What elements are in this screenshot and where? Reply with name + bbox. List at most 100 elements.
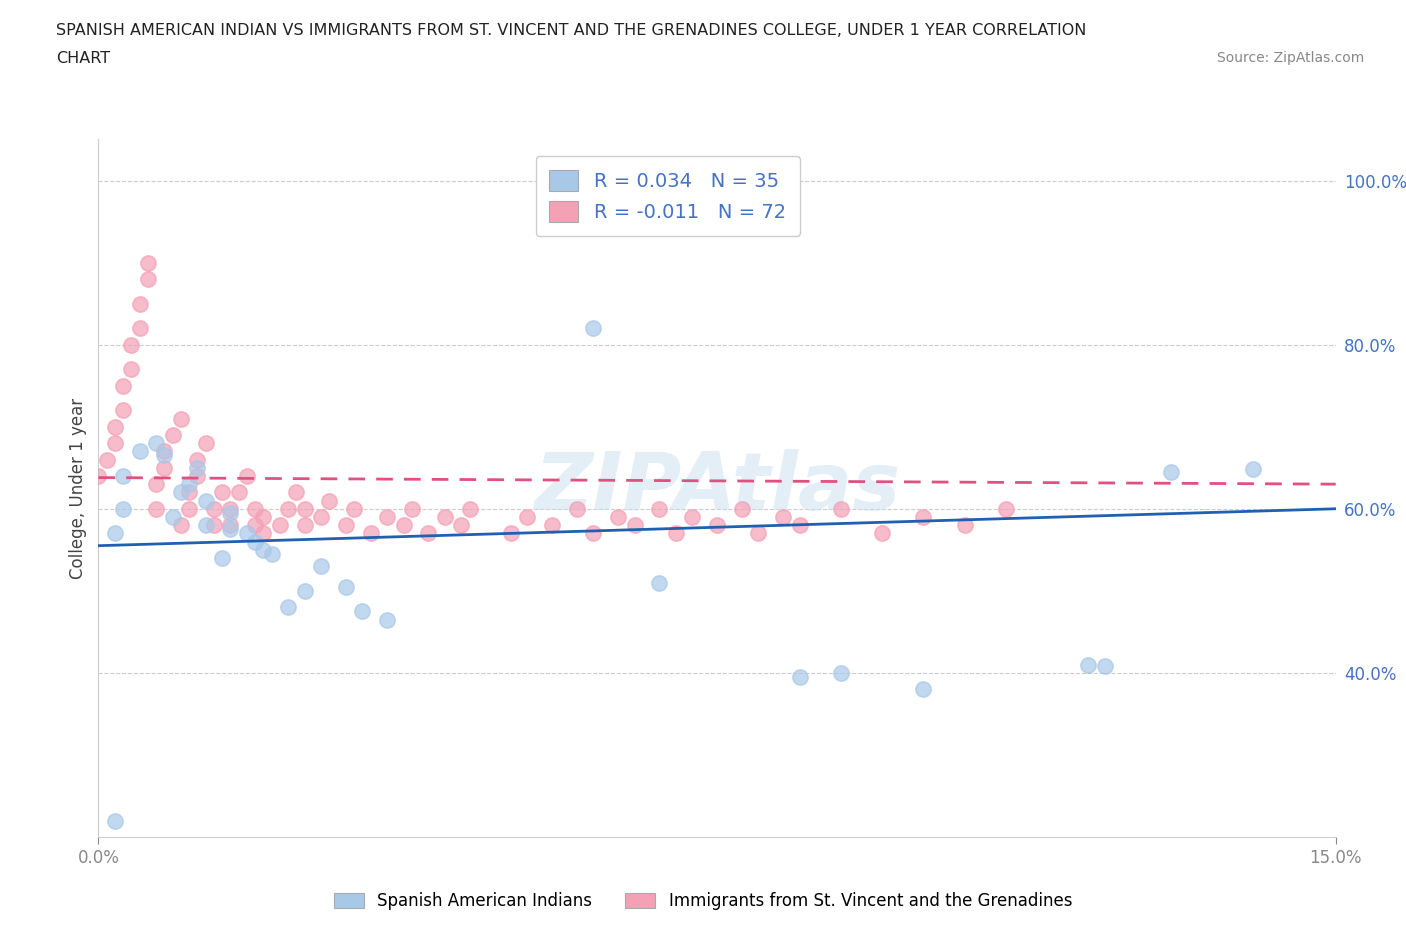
Point [153,444,176,458]
Point [418,526,440,541]
Point [128,444,150,458]
Point [294,583,316,598]
Point [136,255,159,270]
Point [153,460,176,475]
Point [243,534,266,549]
Point [179,501,201,516]
Point [565,501,588,516]
Point [541,518,564,533]
Point [219,522,242,537]
Point [219,518,242,533]
Point [731,501,754,516]
Text: SPANISH AMERICAN INDIAN VS IMMIGRANTS FROM ST. VINCENT AND THE GRENADINES COLLEG: SPANISH AMERICAN INDIAN VS IMMIGRANTS FR… [56,23,1087,38]
Point [120,362,142,377]
Point [236,469,259,484]
Point [458,501,481,516]
Point [194,493,217,508]
Point [269,518,291,533]
Point [516,510,538,525]
Point [277,600,299,615]
Point [162,510,184,525]
Point [236,526,259,541]
Point [104,419,127,434]
Point [252,542,274,557]
Point [309,559,332,574]
Point [194,435,217,450]
Point [648,575,671,590]
Point [648,501,671,516]
Point [194,518,217,533]
Point [375,510,398,525]
Point [112,469,135,484]
Point [318,493,340,508]
Point [202,501,225,516]
Point [211,485,233,499]
Point [582,321,605,336]
Point [706,518,728,533]
Point [401,501,423,516]
Point [433,510,456,525]
Point [145,435,167,450]
Point [789,670,811,684]
Point [136,272,159,286]
Point [219,501,242,516]
Point [789,518,811,533]
Point [294,518,316,533]
Point [186,469,208,484]
Point [96,452,118,467]
Point [953,518,976,533]
Point [352,604,374,618]
Point [128,296,150,311]
Text: CHART: CHART [56,51,110,66]
Point [128,321,150,336]
Point [186,452,208,467]
Point [153,448,176,463]
Point [912,682,935,697]
Point [112,379,135,393]
Point [219,505,242,520]
Point [450,518,472,533]
Point [170,411,193,426]
Point [1094,658,1116,673]
Point [830,666,852,681]
Point [104,813,127,828]
Point [186,460,208,475]
Point [870,526,893,541]
Point [243,518,266,533]
Point [252,526,274,541]
Point [1160,464,1182,479]
Point [285,485,308,499]
Point [170,485,193,499]
Point [202,518,225,533]
Point [665,526,688,541]
Point [104,435,127,450]
Legend: R = 0.034   N = 35, R = -0.011   N = 72: R = 0.034 N = 35, R = -0.011 N = 72 [536,156,800,235]
Point [87,469,110,484]
Point [162,428,184,443]
Point [360,526,382,541]
Point [335,518,357,533]
Point [747,526,769,541]
Point [375,612,398,627]
Point [335,579,357,594]
Point [277,501,299,516]
Point [145,477,167,492]
Point [243,501,266,516]
Point [1241,462,1264,477]
Point [912,510,935,525]
Point [681,510,703,525]
Text: ZIPAtlas: ZIPAtlas [534,449,900,527]
Point [104,526,127,541]
Point [170,518,193,533]
Point [294,501,316,516]
Point [260,547,283,562]
Point [772,510,794,525]
Point [145,501,167,516]
Point [607,510,630,525]
Text: Source: ZipAtlas.com: Source: ZipAtlas.com [1216,51,1364,65]
Legend: Spanish American Indians, Immigrants from St. Vincent and the Grenadines: Spanish American Indians, Immigrants fro… [328,885,1078,917]
Point [582,526,605,541]
Point [994,501,1017,516]
Point [392,518,415,533]
Point [228,485,250,499]
